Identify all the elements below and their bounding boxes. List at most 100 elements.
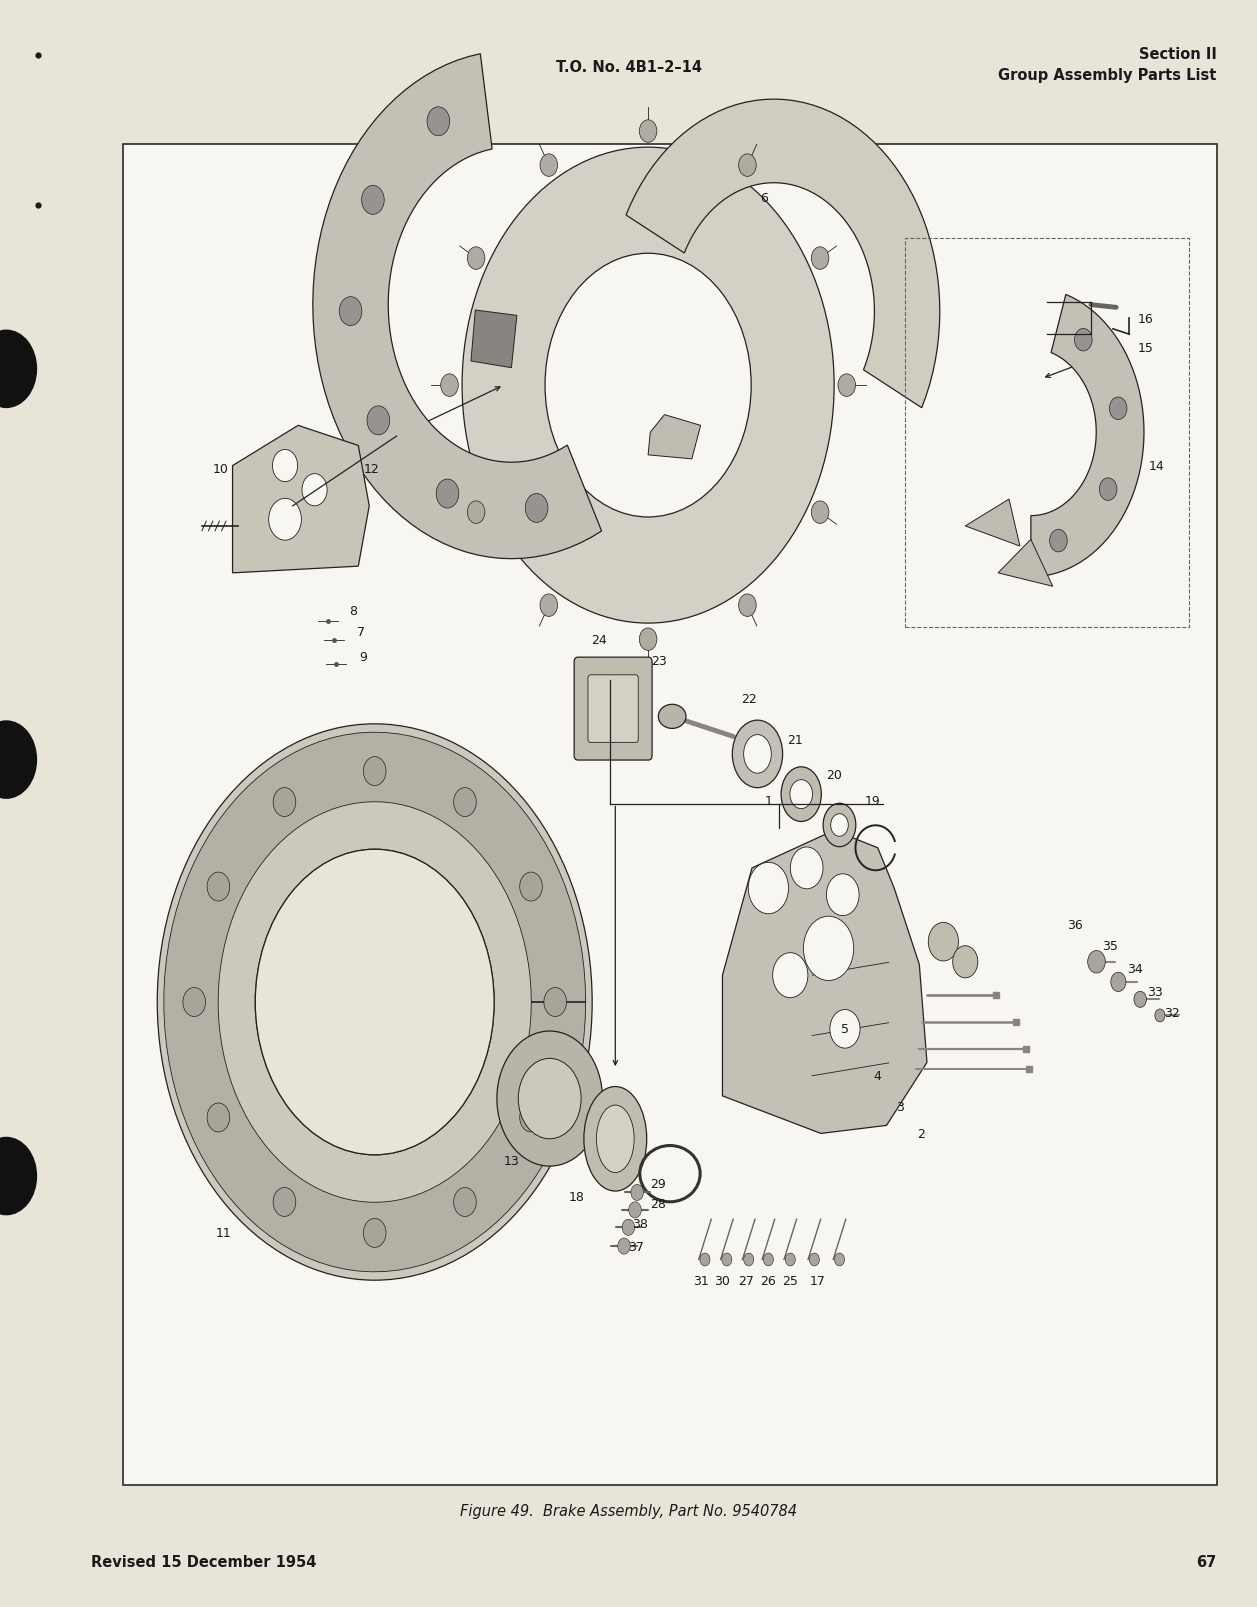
- Circle shape: [518, 1059, 581, 1139]
- Polygon shape: [998, 540, 1053, 587]
- Circle shape: [541, 595, 558, 617]
- Text: 12: 12: [363, 463, 380, 476]
- Text: 35: 35: [1102, 940, 1117, 953]
- Circle shape: [700, 1253, 710, 1266]
- Circle shape: [640, 628, 657, 651]
- Circle shape: [803, 916, 854, 980]
- Circle shape: [1134, 992, 1146, 1008]
- Polygon shape: [723, 831, 926, 1133]
- Text: 19: 19: [865, 795, 880, 808]
- Text: 30: 30: [714, 1274, 730, 1287]
- Text: 33: 33: [1146, 985, 1163, 998]
- Circle shape: [363, 757, 386, 786]
- Text: 37: 37: [628, 1241, 645, 1253]
- Circle shape: [739, 154, 757, 177]
- Circle shape: [928, 922, 958, 961]
- Ellipse shape: [823, 804, 856, 847]
- Text: 14: 14: [1149, 460, 1165, 472]
- Circle shape: [640, 121, 657, 143]
- Ellipse shape: [831, 815, 848, 837]
- Circle shape: [541, 154, 558, 177]
- Text: 26: 26: [760, 1274, 777, 1287]
- Circle shape: [255, 850, 494, 1155]
- Circle shape: [273, 1188, 295, 1216]
- Text: 21: 21: [787, 733, 802, 746]
- Text: 18: 18: [569, 1191, 585, 1204]
- Polygon shape: [163, 733, 586, 1273]
- Text: Figure 49.  Brake Assembly, Part No. 9540784: Figure 49. Brake Assembly, Part No. 9540…: [460, 1503, 797, 1519]
- Circle shape: [1050, 530, 1067, 553]
- Circle shape: [811, 247, 828, 270]
- Circle shape: [454, 787, 476, 816]
- Circle shape: [519, 873, 542, 902]
- Circle shape: [362, 186, 385, 215]
- Circle shape: [1110, 399, 1128, 421]
- Ellipse shape: [744, 734, 772, 773]
- Circle shape: [835, 1253, 845, 1266]
- Ellipse shape: [781, 767, 821, 821]
- Circle shape: [810, 1253, 820, 1266]
- Circle shape: [622, 1220, 635, 1236]
- Circle shape: [631, 1184, 644, 1200]
- Circle shape: [744, 1253, 754, 1266]
- Text: 25: 25: [782, 1274, 798, 1287]
- Circle shape: [953, 947, 978, 979]
- Circle shape: [273, 450, 298, 482]
- Circle shape: [427, 108, 450, 137]
- Text: 4: 4: [874, 1070, 881, 1083]
- Circle shape: [786, 1253, 796, 1266]
- Circle shape: [628, 1202, 641, 1218]
- Text: 15: 15: [1138, 342, 1154, 355]
- Text: 6: 6: [759, 191, 768, 204]
- Bar: [905, 238, 1189, 627]
- Circle shape: [184, 988, 206, 1017]
- Text: 11: 11: [216, 1226, 231, 1239]
- Circle shape: [497, 1032, 602, 1167]
- Circle shape: [763, 1253, 773, 1266]
- Text: 3: 3: [896, 1101, 904, 1114]
- Text: 2: 2: [918, 1127, 925, 1141]
- Text: Group Assembly Parts List: Group Assembly Parts List: [998, 67, 1217, 84]
- Circle shape: [1100, 479, 1117, 501]
- Text: 7: 7: [357, 627, 366, 640]
- Circle shape: [546, 254, 752, 517]
- Circle shape: [838, 374, 856, 397]
- Text: 23: 23: [651, 654, 667, 667]
- Ellipse shape: [585, 1086, 647, 1191]
- Polygon shape: [649, 415, 700, 460]
- Text: 8: 8: [349, 604, 357, 617]
- Text: 20: 20: [826, 768, 842, 781]
- Circle shape: [722, 1253, 732, 1266]
- Circle shape: [273, 787, 295, 816]
- Text: 22: 22: [740, 693, 757, 705]
- Circle shape: [207, 873, 230, 902]
- Circle shape: [1087, 951, 1105, 974]
- Polygon shape: [313, 55, 602, 559]
- Text: 28: 28: [650, 1197, 666, 1210]
- Ellipse shape: [733, 720, 783, 787]
- Circle shape: [468, 247, 485, 270]
- FancyBboxPatch shape: [574, 657, 652, 760]
- Circle shape: [269, 500, 302, 542]
- Circle shape: [157, 725, 592, 1281]
- Circle shape: [0, 331, 36, 408]
- Circle shape: [0, 1138, 36, 1215]
- Text: 1: 1: [764, 795, 772, 808]
- Text: 34: 34: [1128, 963, 1143, 975]
- Circle shape: [544, 988, 567, 1017]
- Ellipse shape: [789, 779, 812, 808]
- Circle shape: [255, 850, 494, 1155]
- Text: 5: 5: [841, 1022, 848, 1035]
- Text: 32: 32: [1164, 1006, 1180, 1019]
- Circle shape: [302, 474, 327, 506]
- Text: 27: 27: [739, 1274, 754, 1287]
- Circle shape: [207, 1104, 230, 1133]
- Bar: [123, 145, 1217, 1485]
- Circle shape: [367, 407, 390, 435]
- Circle shape: [1075, 329, 1092, 352]
- Text: Revised 15 December 1954: Revised 15 December 1954: [91, 1554, 316, 1570]
- Circle shape: [339, 297, 362, 326]
- Circle shape: [525, 495, 548, 524]
- Text: Section II: Section II: [1139, 47, 1217, 63]
- Circle shape: [436, 480, 459, 509]
